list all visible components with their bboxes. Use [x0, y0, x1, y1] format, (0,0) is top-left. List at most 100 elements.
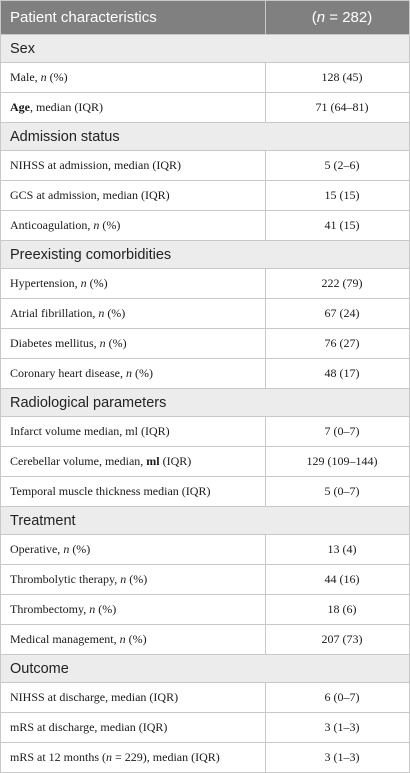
- row-label-segment: (%): [104, 306, 126, 320]
- row-label-segment: Cerebellar volume, median,: [10, 454, 147, 468]
- row-label: Infarct volume median, ml (IQR): [0, 416, 266, 447]
- table-row: Male, n (%) 128 (45): [0, 62, 410, 93]
- section-header-row: Radiological parameters: [0, 388, 410, 417]
- row-label-segment: (%): [46, 70, 68, 84]
- row-label: Hypertension, n (%): [0, 268, 266, 299]
- header-value-suffix: = 282): [325, 9, 373, 26]
- row-label-segment: Hypertension,: [10, 276, 81, 290]
- table-row: mRS at 12 months (n = 229), median (IQR)…: [0, 742, 410, 773]
- row-label-segment: (IQR): [159, 454, 192, 468]
- row-label: Atrial fibrillation, n (%): [0, 298, 266, 329]
- row-label-segment: mRS at 12 months (: [10, 750, 107, 764]
- table-row: Operative, n (%) 13 (4): [0, 534, 410, 565]
- row-label-segment: n: [120, 572, 127, 586]
- row-label: NIHSS at discharge, median (IQR): [0, 682, 266, 713]
- row-label-segment: Medical management,: [10, 632, 120, 646]
- row-label-segment: Atrial fibrillation,: [10, 306, 99, 320]
- table-row: Cerebellar volume, median, ml (IQR) 129 (…: [0, 446, 410, 477]
- table-row: GCS at admission, median (IQR) 15 (15): [0, 180, 410, 211]
- row-label-segment: n: [40, 70, 47, 84]
- table-row: Medical management, n (%) 207 (73): [0, 624, 410, 655]
- table-row: NIHSS at discharge, median (IQR) 6 (0–7): [0, 682, 410, 713]
- row-label-segment: (%): [105, 336, 127, 350]
- row-label-segment: n: [93, 218, 100, 232]
- row-label: GCS at admission, median (IQR): [0, 180, 266, 211]
- row-value: 18 (6): [265, 594, 410, 625]
- row-label-segment: Thrombolytic therapy,: [10, 572, 121, 586]
- section-title: Radiological parameters: [0, 388, 410, 417]
- row-label: NIHSS at admission, median (IQR): [0, 150, 266, 181]
- row-value: 48 (17): [265, 358, 410, 389]
- row-label: Temporal muscle thickness median (IQR): [0, 476, 266, 507]
- section-title: Sex: [0, 34, 410, 63]
- row-label: mRS at 12 months (n = 229), median (IQR): [0, 742, 266, 773]
- row-value: 71 (64–81): [265, 92, 410, 123]
- row-value: 15 (15): [265, 180, 410, 211]
- header-value: (n = 282): [265, 0, 410, 35]
- row-value: 6 (0–7): [265, 682, 410, 713]
- row-label-segment: n: [89, 602, 96, 616]
- row-value: 222 (79): [265, 268, 410, 299]
- row-label-segment: = 229), median (IQR): [112, 750, 220, 764]
- row-label-segment: (%): [131, 366, 153, 380]
- row-label-segment: Age: [10, 100, 30, 114]
- row-label-segment: n: [119, 632, 126, 646]
- row-label: Thrombolytic therapy, n (%): [0, 564, 266, 595]
- row-label-segment: Male,: [10, 70, 41, 84]
- row-label-segment: n: [99, 336, 106, 350]
- row-label: Male, n (%): [0, 62, 266, 93]
- row-value: 41 (15): [265, 210, 410, 241]
- row-value: 3 (1–3): [265, 712, 410, 743]
- row-value: 44 (16): [265, 564, 410, 595]
- section-header-row: Outcome: [0, 654, 410, 683]
- row-label: Diabetes mellitus, n (%): [0, 328, 266, 359]
- row-label: Operative, n (%): [0, 534, 266, 565]
- section-header-row: Treatment: [0, 506, 410, 535]
- table-row: Anticoagulation, n (%) 41 (15): [0, 210, 410, 241]
- section-title: Admission status: [0, 122, 410, 151]
- row-label-segment: , median (IQR): [30, 100, 103, 114]
- section-title: Preexisting comorbidities: [0, 240, 410, 269]
- row-label-segment: NIHSS at discharge, median (IQR): [10, 690, 179, 704]
- row-label: Cerebellar volume, median, ml (IQR): [0, 446, 266, 477]
- row-label: Age, median (IQR): [0, 92, 266, 123]
- row-label-segment: ml: [146, 454, 160, 468]
- section-title: Outcome: [0, 654, 410, 683]
- row-label-segment: GCS at admission, median (IQR): [10, 188, 170, 202]
- row-value: 128 (45): [265, 62, 410, 93]
- header-value-prefix: (: [311, 9, 317, 26]
- row-label-segment: (%): [69, 542, 91, 556]
- section-header-row: Admission status: [0, 122, 410, 151]
- row-label-segment: Coronary heart disease,: [10, 366, 126, 380]
- table-header-row: Patient characteristics (n = 282): [0, 0, 410, 35]
- row-label-segment: n: [98, 306, 105, 320]
- section-header-row: Sex: [0, 34, 410, 63]
- row-label-segment: n: [63, 542, 70, 556]
- row-value: 76 (27): [265, 328, 410, 359]
- row-value: 3 (1–3): [265, 742, 410, 773]
- header-label: Patient characteristics: [0, 0, 266, 35]
- table-row: Age, median (IQR) 71 (64–81): [0, 92, 410, 123]
- row-value: 13 (4): [265, 534, 410, 565]
- row-value: 129 (109–144): [265, 446, 410, 477]
- table-row: Atrial fibrillation, n (%) 67 (24): [0, 298, 410, 329]
- row-label: Coronary heart disease, n (%): [0, 358, 266, 389]
- table-row: Coronary heart disease, n (%) 48 (17): [0, 358, 410, 389]
- row-label-segment: Anticoagulation,: [10, 218, 94, 232]
- table-row: Infarct volume median, ml (IQR) 7 (0–7): [0, 416, 410, 447]
- header-value-n: n: [316, 9, 326, 26]
- section-header-row: Preexisting comorbidities: [0, 240, 410, 269]
- row-label-segment: NIHSS at admission, median (IQR): [10, 158, 181, 172]
- row-label-segment: Operative,: [10, 542, 64, 556]
- row-label: mRS at discharge, median (IQR): [0, 712, 266, 743]
- row-label-segment: Diabetes mellitus,: [10, 336, 100, 350]
- row-label-segment: Temporal muscle thickness median (IQR): [10, 484, 211, 498]
- row-value: 207 (73): [265, 624, 410, 655]
- row-label: Anticoagulation, n (%): [0, 210, 266, 241]
- row-label-segment: (%): [126, 572, 148, 586]
- table-row: Temporal muscle thickness median (IQR) 5 …: [0, 476, 410, 507]
- row-label-segment: (%): [99, 218, 121, 232]
- row-value: 7 (0–7): [265, 416, 410, 447]
- table-row: Thrombolytic therapy, n (%) 44 (16): [0, 564, 410, 595]
